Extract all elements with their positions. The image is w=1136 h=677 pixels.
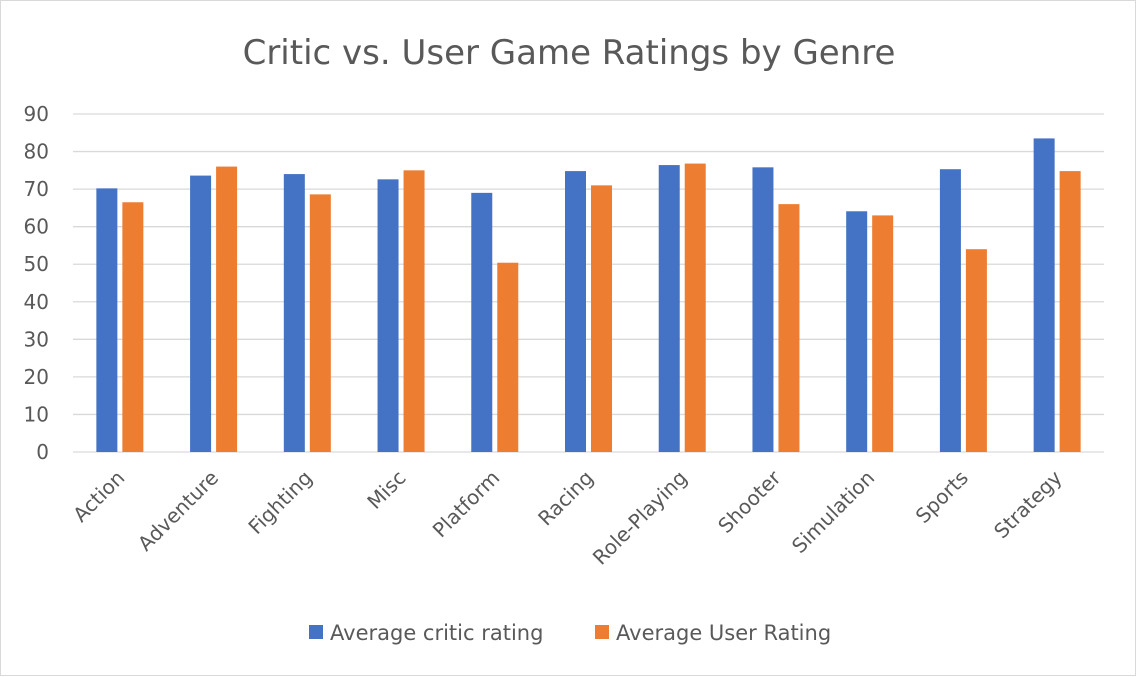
y-tick-label: 20	[24, 365, 49, 389]
x-axis-ticks: Action Adventure Fighting Misc Platform Racin…	[68, 465, 1067, 569]
bar-user-strategy	[1059, 171, 1081, 452]
bar-user-shooter	[778, 204, 800, 452]
x-tick-label: Fighting	[243, 466, 316, 539]
x-tick-label: Sports	[911, 466, 973, 528]
bar-user-misc	[403, 170, 425, 453]
bar-critic-misc	[377, 179, 399, 452]
x-tick-label: Simulation	[787, 466, 879, 558]
x-tick-label: Action	[68, 466, 129, 527]
bar-critic-shooter	[752, 167, 774, 452]
bar-user-racing	[591, 185, 612, 452]
bar-critic-fighting	[283, 174, 305, 453]
y-tick-label: 80	[24, 140, 49, 164]
y-tick-label: 10	[24, 402, 49, 426]
bar-user-adventure	[216, 166, 238, 453]
bar-user-fighting	[309, 194, 331, 452]
bar-user-platform	[497, 262, 519, 452]
x-tick-label: Racing	[533, 466, 598, 531]
legend-swatch	[309, 625, 323, 639]
legend-label: Average critic rating	[330, 621, 543, 645]
x-tick-label: Misc	[362, 466, 410, 514]
bar-critic-racing	[565, 171, 586, 452]
bar-critic-role-playing	[658, 165, 680, 452]
bars	[96, 138, 1081, 453]
legend-swatch	[595, 625, 609, 639]
y-tick-label: 60	[24, 215, 49, 239]
x-tick-label: Strategy	[989, 465, 1067, 543]
bar-critic-adventure	[190, 175, 212, 452]
legend: Average critic rating Average User Rating	[309, 621, 831, 645]
legend-label: Average User Rating	[616, 621, 831, 645]
bar-critic-strategy	[1033, 138, 1055, 452]
y-tick-label: 90	[24, 102, 49, 126]
x-tick-label: Platform	[428, 466, 505, 543]
x-tick-label: Adventure	[133, 466, 223, 556]
bar-critic-simulation	[846, 211, 868, 452]
y-tick-label: 0	[36, 440, 49, 464]
bar-critic-action	[96, 188, 118, 453]
bar-user-simulation	[872, 215, 894, 452]
bar-critic-platform	[471, 192, 493, 452]
bar-user-action	[122, 202, 144, 452]
gridlines	[73, 113, 1104, 453]
bar-user-sports	[965, 249, 987, 452]
y-tick-label: 40	[24, 290, 49, 314]
x-tick-label: Role-Playing	[588, 466, 692, 570]
bar-critic-sports	[939, 169, 961, 452]
x-tick-label: Shooter	[713, 465, 786, 538]
y-axis-ticks: 0 10 20 30 40 50 60 70 80 90	[24, 102, 49, 464]
y-tick-label: 50	[24, 252, 49, 276]
chart-title: Critic vs. User Game Ratings by Genre	[243, 33, 896, 73]
y-tick-label: 70	[24, 177, 49, 201]
bar-user-role-playing	[684, 163, 706, 452]
y-tick-label: 30	[24, 327, 49, 351]
